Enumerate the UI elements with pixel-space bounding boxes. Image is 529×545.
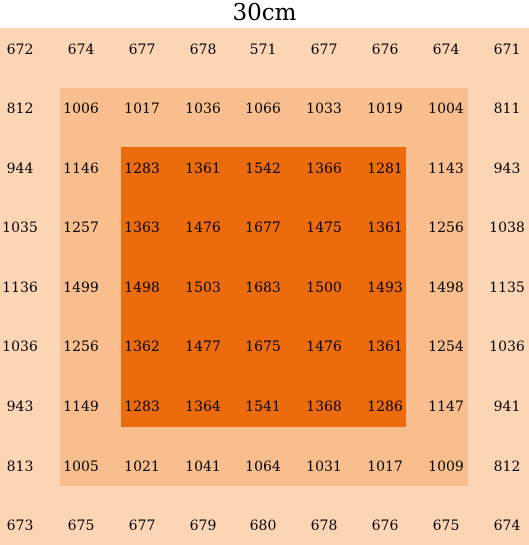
grid-cell: 1498 (428, 280, 464, 296)
grid-cell: 1677 (245, 220, 281, 236)
grid-cell: 1361 (367, 339, 403, 355)
grid-cell: 943 (493, 161, 521, 177)
grid-cell: 1035 (2, 220, 38, 236)
grid-cell: 1005 (63, 459, 99, 475)
page-title: 30cm (232, 0, 297, 26)
grid-cell: 1283 (124, 161, 160, 177)
grid-cell: 1064 (245, 459, 281, 475)
grid-cell: 671 (493, 42, 521, 58)
grid-cell: 674 (432, 42, 460, 58)
grid-cell: 571 (249, 42, 277, 58)
grid-cell: 1368 (306, 399, 342, 415)
grid-cell: 674 (493, 518, 521, 534)
grid-cell: 1147 (428, 399, 464, 415)
grid-cell: 1033 (306, 101, 342, 117)
grid-cell: 1541 (245, 399, 281, 415)
grid-cell: 676 (371, 42, 399, 58)
grid-cell: 676 (371, 518, 399, 534)
grid-cell: 944 (6, 161, 34, 177)
grid-cell: 1361 (367, 220, 403, 236)
grid-cell: 1283 (124, 399, 160, 415)
grid-cell: 680 (249, 518, 277, 534)
grid-cell: 673 (6, 518, 34, 534)
grid-cell: 1257 (63, 220, 99, 236)
grid-cell: 1021 (124, 459, 160, 475)
grid-cell: 1476 (306, 339, 342, 355)
grid-cell: 1683 (245, 280, 281, 296)
grid-cell: 1031 (306, 459, 342, 475)
grid-cell: 1503 (185, 280, 221, 296)
grid-cell: 675 (67, 518, 95, 534)
grid-cell: 1136 (2, 280, 38, 296)
grid-cell: 1036 (185, 101, 221, 117)
grid-cell: 1475 (306, 220, 342, 236)
grid-cell: 1362 (124, 339, 160, 355)
grid-cell: 1256 (63, 339, 99, 355)
grid-cell: 1364 (185, 399, 221, 415)
grid-cell: 677 (310, 42, 338, 58)
grid-cell: 1254 (428, 339, 464, 355)
grid-cell: 943 (6, 399, 34, 415)
grid-cell: 1493 (367, 280, 403, 296)
grid-cell: 675 (432, 518, 460, 534)
grid-cell: 1135 (489, 280, 525, 296)
grid-cell: 677 (128, 518, 156, 534)
grid-cell: 679 (189, 518, 217, 534)
grid-cell: 1143 (428, 161, 464, 177)
grid-cell: 813 (6, 459, 34, 475)
grid-cell: 1146 (63, 161, 99, 177)
grid-cell: 1036 (2, 339, 38, 355)
grid-cell: 1500 (306, 280, 342, 296)
grid-cell: 1363 (124, 220, 160, 236)
grid-cell: 811 (493, 101, 521, 117)
grid-cell: 1477 (185, 339, 221, 355)
grid-cell: 1256 (428, 220, 464, 236)
grid-cell: 1041 (185, 459, 221, 475)
grid-cell: 1036 (489, 339, 525, 355)
grid-cell: 1366 (306, 161, 342, 177)
grid-cell: 941 (493, 399, 521, 415)
grid-cell: 1006 (63, 101, 99, 117)
grid-cell: 1286 (367, 399, 403, 415)
grid-cell: 1281 (367, 161, 403, 177)
grid-cell: 1149 (63, 399, 99, 415)
grid-cell: 1066 (245, 101, 281, 117)
grid-cell: 1009 (428, 459, 464, 475)
grid-cell: 678 (189, 42, 217, 58)
grid-cell: 1038 (489, 220, 525, 236)
grid-cell: 812 (6, 101, 34, 117)
value-grid: 672 674 677 678 571 677 676 674 671 812 1006 1017 10… (0, 28, 529, 545)
grid-cell: 1361 (185, 161, 221, 177)
grid-cell: 1499 (63, 280, 99, 296)
grid-cell: 674 (67, 42, 95, 58)
grid-cell: 1004 (428, 101, 464, 117)
grid-cell: 1542 (245, 161, 281, 177)
grid-cell: 677 (128, 42, 156, 58)
grid-cell: 672 (6, 42, 34, 58)
grid-cell: 1017 (124, 101, 160, 117)
inner-zone (121, 147, 406, 427)
grid-cell: 1675 (245, 339, 281, 355)
grid-cell: 1498 (124, 280, 160, 296)
grid-cell: 678 (310, 518, 338, 534)
grid-cell: 1017 (367, 459, 403, 475)
grid-cell: 1476 (185, 220, 221, 236)
grid-cell: 1019 (367, 101, 403, 117)
grid-cell: 812 (493, 459, 521, 475)
